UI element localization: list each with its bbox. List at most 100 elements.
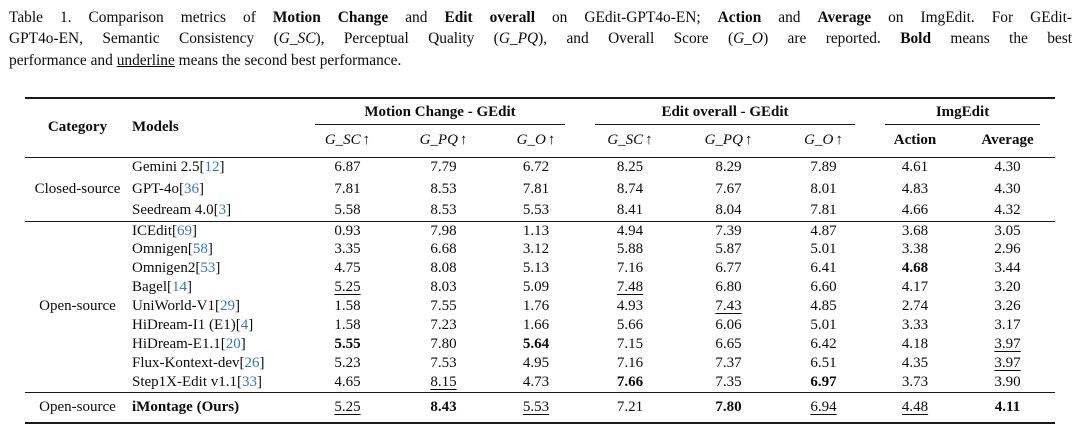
model-name: Omnigen (132, 241, 188, 258)
model-cell: Omnigen[58] (130, 241, 300, 260)
citation-bracket-open: [ (195, 260, 201, 277)
metric-value: 2.74 (901, 298, 929, 315)
citation-link[interactable]: 53 (200, 260, 216, 277)
citation-link[interactable]: 26 (244, 355, 260, 372)
metric-name: G_PQ (704, 132, 743, 149)
metric-value-cell: 5.13 (492, 260, 580, 279)
model-name: Flux-Kontext-dev (132, 355, 240, 372)
metric-value: 3.97 (994, 336, 1021, 353)
metric-value: 8.08 (430, 260, 457, 277)
citation-link[interactable]: 69 (177, 222, 192, 239)
metric-value-cell: 8.74 (580, 179, 680, 201)
metric-value: 8.25 (616, 159, 644, 176)
citation-link[interactable]: 29 (219, 298, 235, 315)
metric-value: 8.29 (715, 159, 742, 176)
metric-value: 7.81 (334, 180, 361, 197)
metric-value-cell: 5.09 (492, 279, 580, 298)
metric-value-cell: 7.98 (395, 221, 492, 241)
metric-value: 7.81 (810, 201, 837, 218)
metric-value-cell: 5.58 (300, 200, 395, 222)
metric-value: 4.30 (994, 180, 1021, 197)
metric-name: G_SC (324, 132, 361, 149)
header-metric: G_PQ ↑ (680, 125, 777, 158)
caption-text: Action (717, 9, 762, 26)
metric-value: 7.67 (715, 180, 742, 197)
caption-line: Table 1. Comparison metrics of Motion Ch… (9, 7, 1072, 28)
metric-value: 7.80 (430, 336, 457, 353)
model-cell: Gemini 2.5[12] (130, 157, 300, 179)
citation-bracket-close: ] (259, 355, 265, 372)
metric-value: 4.95 (522, 355, 550, 372)
citation-link[interactable]: 4 (240, 317, 249, 334)
up-arrow-icon: ↑ (835, 132, 843, 149)
up-arrow-icon: ↑ (459, 132, 468, 149)
metric-value-cell: 3.38 (870, 241, 960, 260)
metric-value-cell: 8.29 (680, 157, 777, 179)
metric-value: 5.88 (616, 241, 644, 258)
metric-value-cell: 3.20 (960, 279, 1055, 298)
metric-value: 4.32 (994, 201, 1021, 218)
citation-bracket-open: [ (187, 241, 193, 258)
caption-text: G_PQ (498, 30, 539, 48)
citation-link[interactable]: 36 (183, 180, 199, 197)
metric-value: 7.15 (616, 336, 644, 353)
metric-value-cell: 7.66 (580, 374, 680, 393)
model-name: HiDream-I1 (E1) (132, 317, 236, 334)
table-row: Open-source ICEdit[69] 0.93 7.98 1.13 4.94 7.3… (25, 221, 1056, 393)
metric-value: 7.98 (430, 222, 457, 239)
metric-value: 4.30 (994, 159, 1021, 176)
metric-value: 4.87 (810, 222, 837, 239)
metric-value-cell: 6.06 (680, 317, 777, 336)
metric-value-cell: 3.17 (960, 317, 1055, 336)
citation-link[interactable]: 12 (204, 159, 220, 176)
metric-value: 7.37 (715, 355, 742, 372)
metric-value-cell: 4.68 (870, 260, 960, 279)
up-arrow-icon: ↑ (645, 132, 653, 149)
model-name: Seedream 4.0 (132, 201, 214, 218)
metric-value-cell: 4.18 (870, 336, 960, 355)
citation-link[interactable]: 3 (218, 201, 227, 218)
citation-bracket-close: ] (226, 201, 232, 218)
metric-value-cell: 8.04 (680, 200, 777, 222)
metric-value-cell: 8.43 (395, 392, 492, 423)
metric-value: 7.43 (715, 298, 742, 315)
caption-text: performance and (9, 51, 117, 69)
citation-link[interactable]: 20 (225, 336, 241, 353)
metric-value-cell: 3.26 (960, 298, 1055, 317)
metric-value: 7.21 (616, 398, 644, 415)
metric-value-cell: 7.16 (580, 355, 680, 374)
table-wrapper: Category Models Motion Change - GEdit Edit … (25, 97, 1056, 424)
metric-value-cell: 8.53 (395, 179, 492, 201)
metric-value-cell: 7.81 (777, 200, 870, 222)
metric-value: 6.68 (430, 241, 457, 258)
column-group-underline: Edit overall - GEdit (595, 101, 856, 125)
metric-value: 8.04 (715, 201, 742, 218)
metric-value-cell: 8.53 (395, 200, 492, 222)
metric-value: 4.85 (810, 298, 837, 315)
metric-value: 8.74 (616, 180, 644, 197)
metric-name: G_PQ (419, 132, 458, 149)
citation-link[interactable]: 33 (242, 374, 257, 391)
table-row: Bagel[14] 5.25 8.03 5.09 7.48 6.80 6.60 4.17 3.2… (25, 279, 1055, 298)
metric-value-cell: 3.44 (960, 260, 1055, 279)
caption-text: means the second best performance. (174, 51, 402, 69)
table-row: Seedream 4.0[3] 5.58 8.53 5.53 8.41 8.04 7.81 4… (25, 200, 1055, 222)
metric-value: 3.44 (994, 260, 1021, 277)
header-models: Models (130, 98, 300, 158)
metric-value: 4.11 (994, 398, 1021, 415)
metric-value: 4.93 (616, 298, 644, 315)
header-metric: G_SC ↑ (300, 125, 395, 158)
metric-value: 4.94 (616, 222, 644, 239)
table-row: Open-source iMontage (Ours) 5.25 8.43 5.53 7.… (25, 392, 1056, 423)
metric-value-cell: 3.33 (870, 317, 960, 336)
citation-link[interactable]: 14 (172, 279, 187, 296)
metric-value: 6.72 (522, 159, 550, 176)
metric-value: 3.20 (994, 279, 1021, 296)
metric-name: G_O (516, 132, 546, 149)
citation-bracket-close: ] (207, 241, 213, 258)
citation-link[interactable]: 58 (192, 241, 208, 258)
model-name: ICEdit (132, 222, 172, 239)
table-header: Category Models Motion Change - GEdit Edit … (25, 98, 1056, 158)
category-cell: Closed-source (34, 180, 121, 197)
metric-value-cell: 6.60 (777, 279, 870, 298)
